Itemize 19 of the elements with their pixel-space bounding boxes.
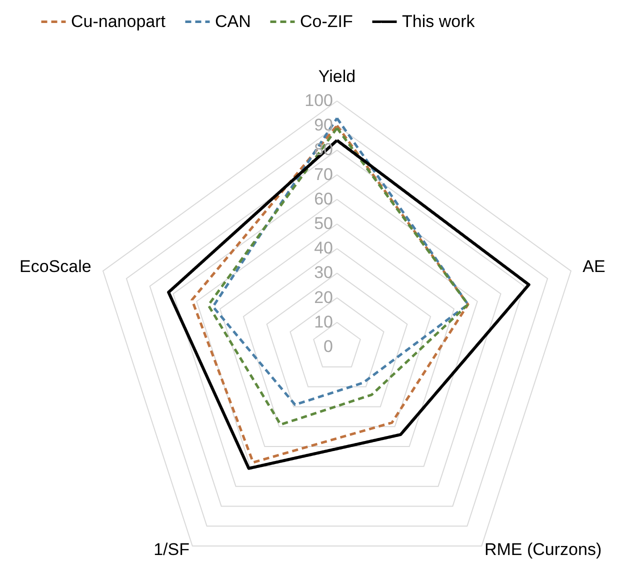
y-tick-label: 10 — [314, 312, 333, 332]
y-tick-label: 50 — [314, 214, 333, 233]
legend-label: Co-ZIF — [300, 12, 353, 31]
y-tick-label: 70 — [314, 164, 333, 184]
y-tick-label: 0 — [324, 337, 333, 356]
spoke-label: 1/SF — [154, 540, 190, 559]
spoke-label: RME (Curzons) — [484, 540, 602, 559]
spoke-label: EcoScale — [20, 257, 92, 276]
y-tick-label: 90 — [314, 116, 333, 135]
y-tick-label: 20 — [314, 288, 333, 307]
spoke-label: AE — [582, 257, 606, 276]
y-tick-label: 30 — [314, 263, 333, 282]
legend-label: This work — [402, 12, 476, 31]
y-tick-label: 100 — [304, 91, 333, 110]
legend-label: Cu-nanopart — [71, 12, 166, 31]
y-tick-label: 60 — [314, 189, 333, 208]
y-tick-label: 40 — [314, 238, 333, 258]
legend-label: CAN — [215, 12, 251, 31]
spoke-label: Yield — [318, 67, 356, 86]
